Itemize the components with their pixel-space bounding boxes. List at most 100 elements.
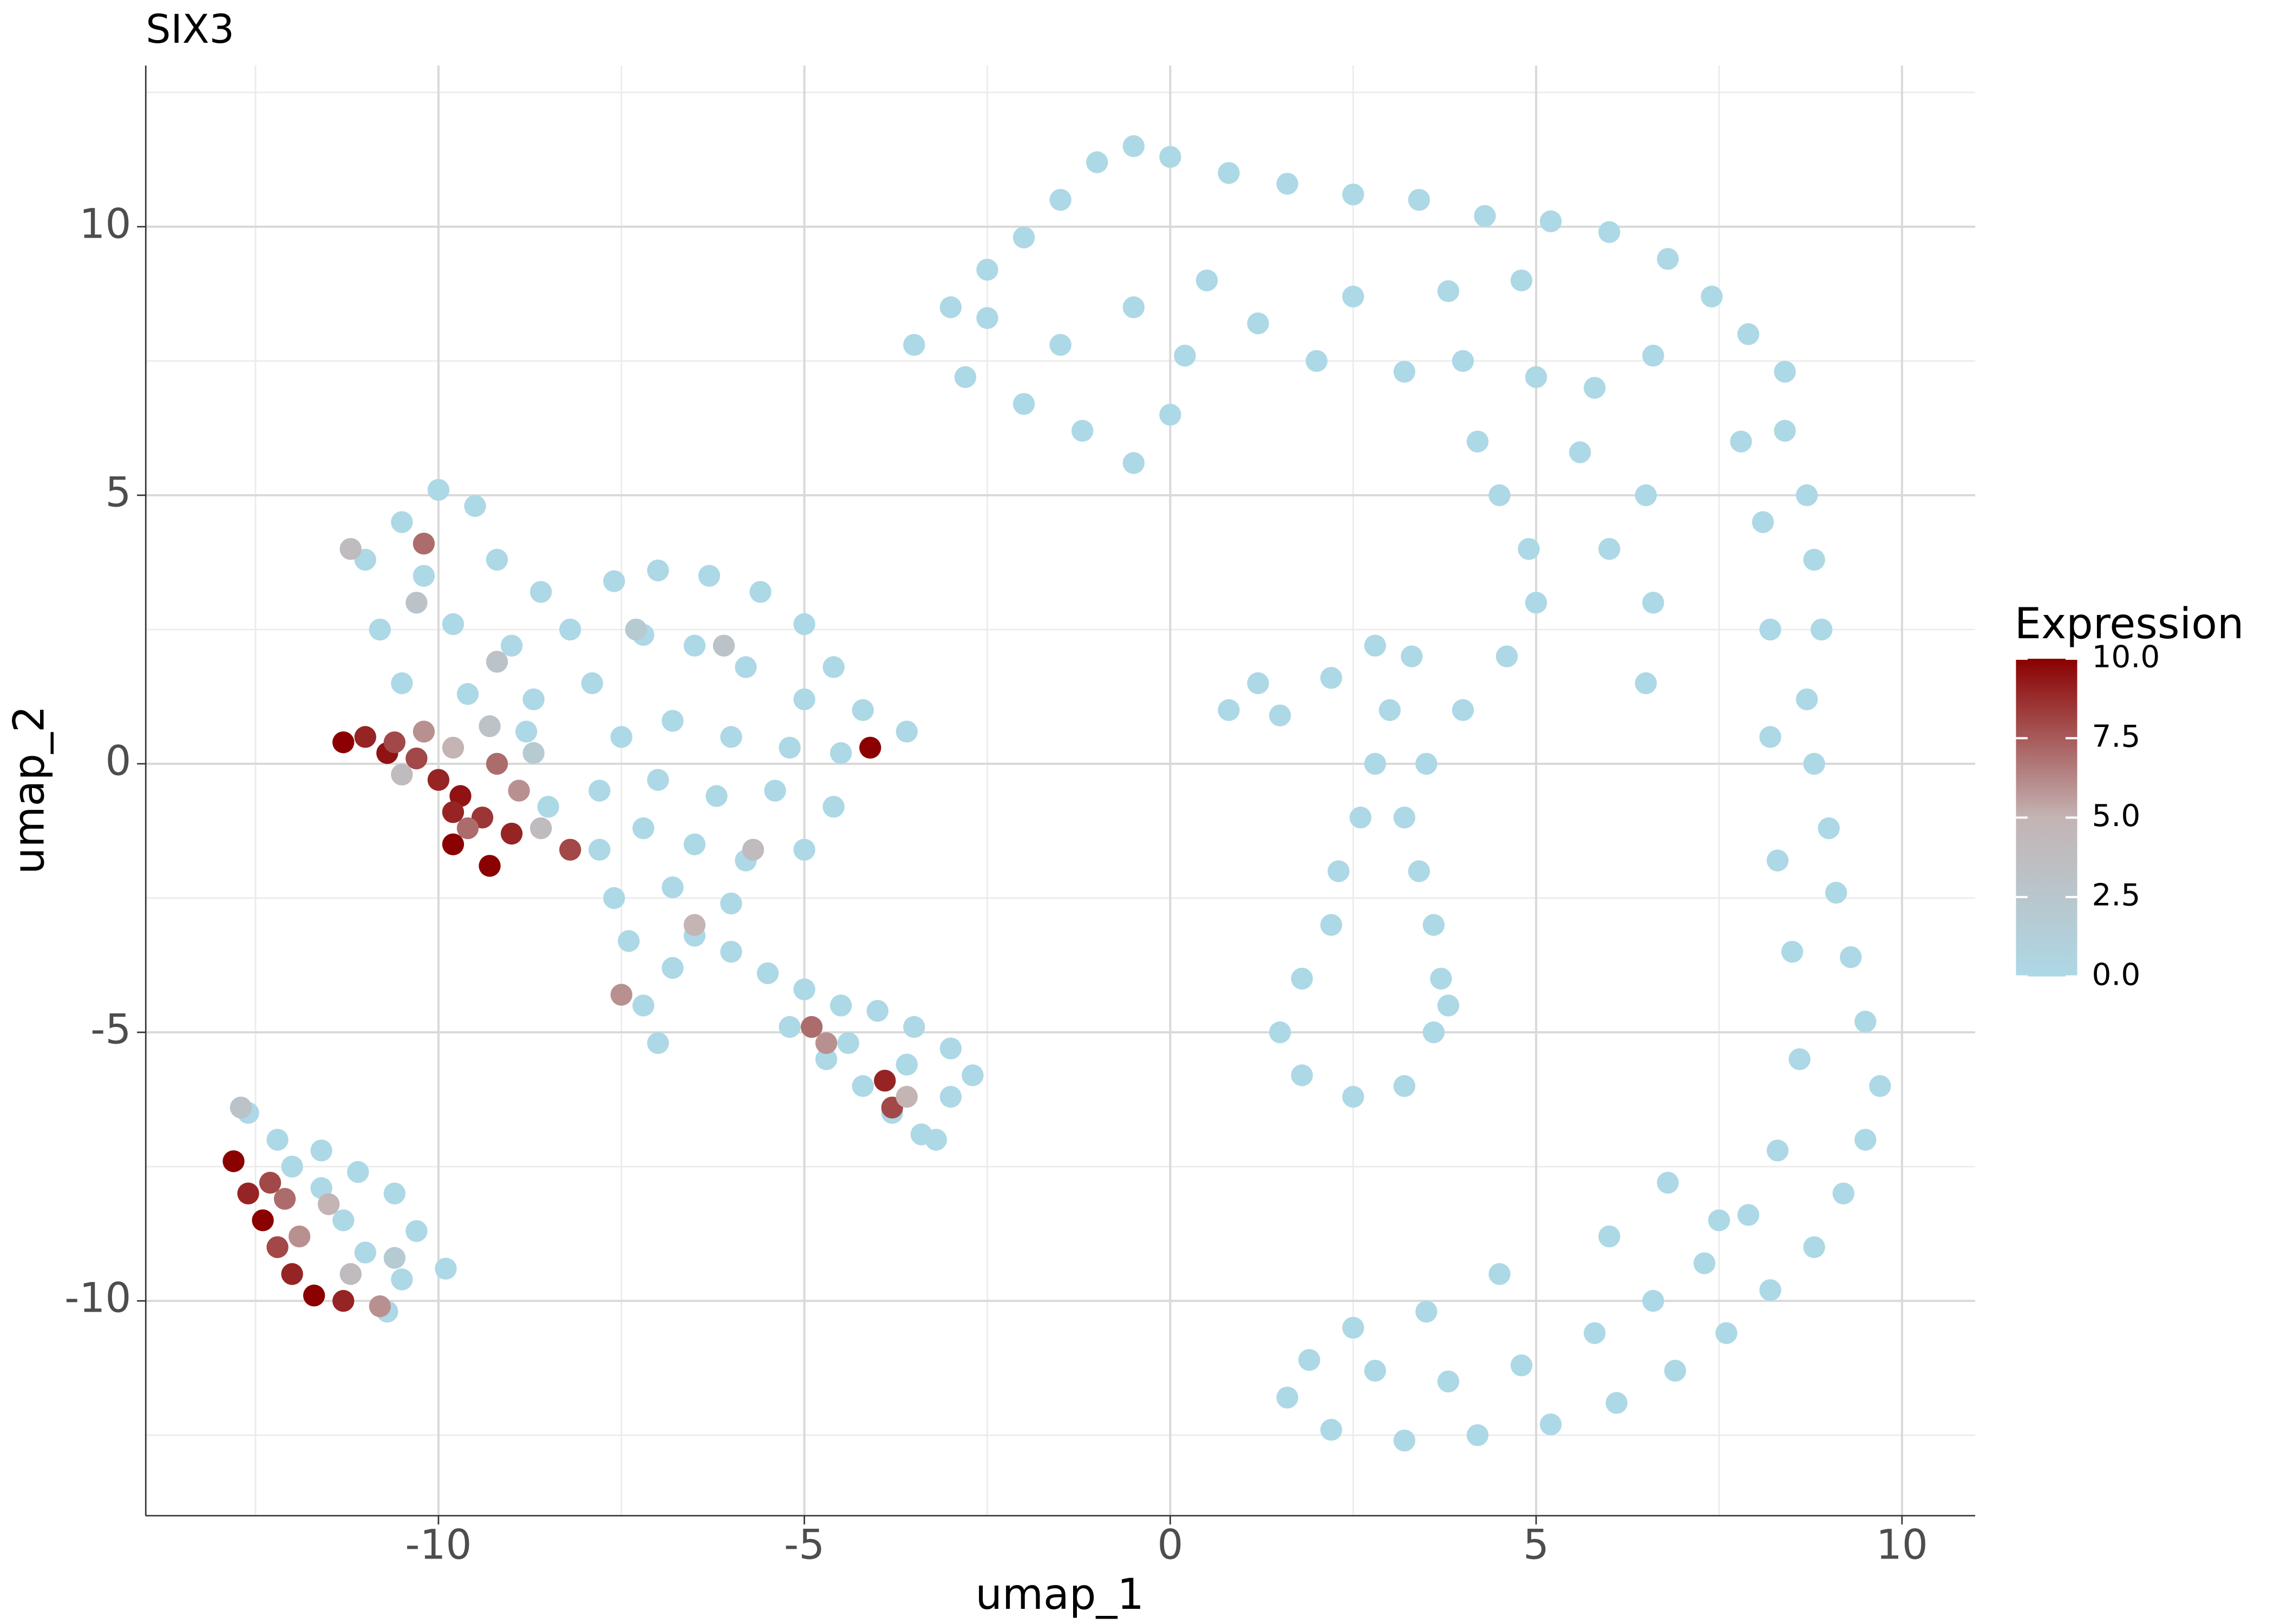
point: [1159, 403, 1181, 426]
point: [427, 479, 450, 501]
point: [610, 984, 632, 1006]
point: [391, 672, 413, 695]
point: [1840, 946, 1862, 968]
point: [1730, 430, 1752, 453]
point: [252, 1209, 274, 1232]
point: [1269, 704, 1291, 726]
point: [647, 559, 669, 581]
point: [1466, 430, 1489, 453]
point: [1247, 312, 1269, 335]
point: [1195, 269, 1218, 292]
point: [273, 1188, 296, 1210]
point: [859, 736, 881, 759]
colorbar-tick-label: 5.0: [2092, 798, 2140, 834]
point: [1393, 1429, 1416, 1452]
point: [1012, 226, 1035, 248]
y-tick-label: 10: [79, 200, 131, 247]
point: [537, 796, 559, 818]
chart-title: SIX3: [146, 7, 234, 53]
point: [1803, 1236, 1825, 1259]
point: [939, 296, 962, 318]
point: [456, 817, 479, 840]
point: [1408, 188, 1430, 211]
point: [896, 1085, 918, 1108]
point: [632, 994, 655, 1017]
point: [500, 822, 523, 845]
point: [962, 1064, 984, 1086]
point: [1701, 285, 1723, 307]
point: [903, 333, 925, 356]
point: [442, 801, 465, 823]
point: [1774, 420, 1796, 442]
point: [1393, 806, 1416, 829]
point: [1174, 344, 1196, 367]
point: [486, 651, 508, 673]
x-tick-label: -10: [405, 1521, 472, 1569]
point: [1364, 634, 1387, 657]
point: [779, 736, 801, 759]
point: [413, 721, 435, 743]
point: [1305, 350, 1328, 372]
point: [837, 1032, 859, 1055]
point: [383, 1182, 406, 1204]
y-axis-title: umap_2: [5, 705, 54, 874]
point: [925, 1129, 948, 1151]
point: [852, 699, 874, 721]
point: [1759, 726, 1781, 748]
point: [1122, 452, 1145, 474]
point: [683, 634, 706, 657]
point: [1276, 1386, 1298, 1409]
point: [1584, 377, 1606, 399]
point: [1122, 135, 1145, 158]
point: [1422, 914, 1445, 936]
point: [1291, 967, 1313, 990]
colorbar-tick-label: 7.5: [2092, 719, 2140, 754]
point: [793, 688, 815, 711]
point: [1635, 484, 1657, 507]
point: [435, 1258, 457, 1280]
point: [1759, 1279, 1781, 1301]
point: [735, 656, 757, 678]
point: [1825, 881, 1847, 904]
x-tick-label: 5: [1523, 1521, 1549, 1569]
point: [559, 839, 581, 861]
point: [1796, 688, 1818, 711]
y-tick-label: -10: [64, 1274, 131, 1322]
point: [354, 726, 376, 748]
point: [347, 1161, 369, 1183]
point: [1276, 173, 1298, 195]
point: [317, 1193, 340, 1215]
point: [793, 613, 815, 636]
point: [1818, 817, 1840, 840]
point: [1854, 1129, 1877, 1151]
point: [464, 495, 486, 517]
point: [800, 1016, 823, 1038]
point: [1122, 296, 1145, 318]
point: [530, 817, 552, 840]
point: [1349, 806, 1371, 829]
point: [1393, 1075, 1416, 1097]
point: [1474, 205, 1496, 227]
point: [830, 994, 852, 1017]
point: [332, 1289, 355, 1312]
point: [822, 656, 845, 678]
x-tick-label: 10: [1876, 1521, 1928, 1569]
point: [332, 731, 355, 754]
point: [1342, 1317, 1364, 1339]
point: [427, 769, 450, 791]
point: [793, 839, 815, 861]
point: [1774, 361, 1796, 383]
point: [662, 710, 684, 732]
point: [559, 618, 581, 641]
point: [1495, 645, 1518, 667]
point: [1635, 672, 1657, 695]
point: [749, 581, 772, 603]
point: [705, 785, 728, 807]
point: [603, 887, 625, 909]
point: [720, 726, 742, 748]
point: [1269, 1021, 1291, 1044]
point: [486, 752, 508, 775]
point: [1049, 333, 1071, 356]
point: [1869, 1075, 1891, 1097]
